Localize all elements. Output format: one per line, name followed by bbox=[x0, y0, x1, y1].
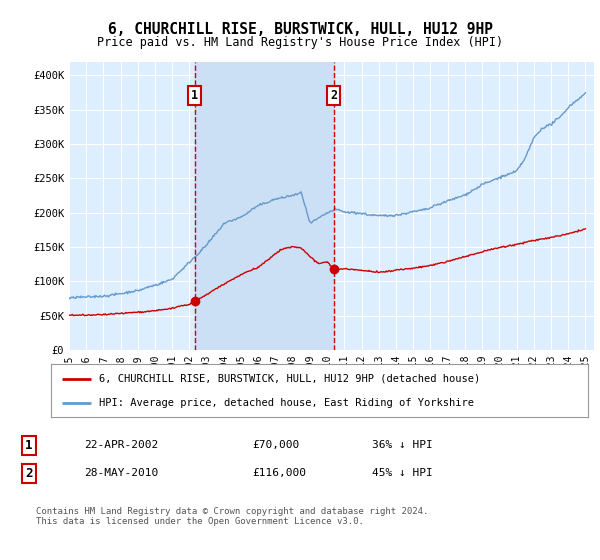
Text: 1: 1 bbox=[25, 438, 32, 452]
Text: 22-APR-2002: 22-APR-2002 bbox=[84, 440, 158, 450]
Text: 45% ↓ HPI: 45% ↓ HPI bbox=[372, 468, 433, 478]
Text: Contains HM Land Registry data © Crown copyright and database right 2024.
This d: Contains HM Land Registry data © Crown c… bbox=[36, 507, 428, 526]
Text: £116,000: £116,000 bbox=[252, 468, 306, 478]
Text: 2: 2 bbox=[331, 90, 337, 102]
Text: HPI: Average price, detached house, East Riding of Yorkshire: HPI: Average price, detached house, East… bbox=[100, 398, 475, 408]
Text: £70,000: £70,000 bbox=[252, 440, 299, 450]
Bar bbox=[195, 62, 334, 350]
Text: 2: 2 bbox=[25, 466, 32, 480]
Text: 28-MAY-2010: 28-MAY-2010 bbox=[84, 468, 158, 478]
Text: Price paid vs. HM Land Registry's House Price Index (HPI): Price paid vs. HM Land Registry's House … bbox=[97, 36, 503, 49]
Text: 36% ↓ HPI: 36% ↓ HPI bbox=[372, 440, 433, 450]
Text: 6, CHURCHILL RISE, BURSTWICK, HULL, HU12 9HP: 6, CHURCHILL RISE, BURSTWICK, HULL, HU12… bbox=[107, 22, 493, 38]
Text: 6, CHURCHILL RISE, BURSTWICK, HULL, HU12 9HP (detached house): 6, CHURCHILL RISE, BURSTWICK, HULL, HU12… bbox=[100, 374, 481, 384]
Text: 1: 1 bbox=[191, 90, 199, 102]
